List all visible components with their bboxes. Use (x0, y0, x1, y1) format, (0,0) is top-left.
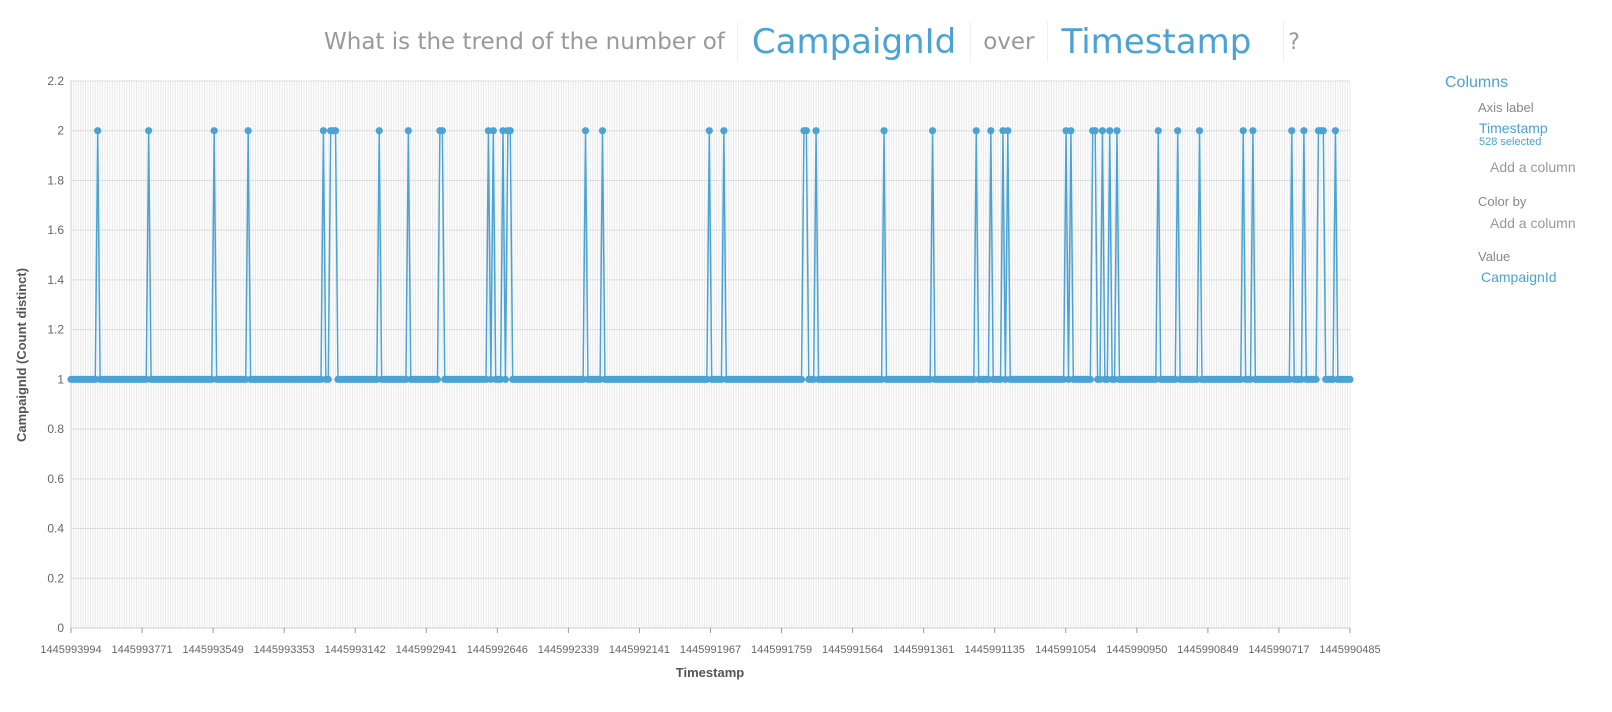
data-point (145, 127, 153, 135)
data-point (489, 127, 497, 135)
data-point (705, 127, 713, 135)
y-tick-label: 0.6 (47, 472, 64, 486)
data-point (1300, 127, 1308, 135)
y-tick-label: 0.2 (47, 571, 64, 585)
data-point (1239, 127, 1247, 135)
data-point (1288, 127, 1296, 135)
y-tick-label: 0 (57, 621, 64, 635)
data-point (94, 127, 102, 135)
value-heading: Value (1478, 249, 1511, 264)
data-point (1098, 127, 1107, 135)
data-point (880, 127, 888, 135)
x-axis-ticks: 1445993994 1445993771 1445993549 1445993353… (40, 628, 1381, 656)
x-tick-label: 1445993994 (40, 644, 101, 656)
data-point (501, 375, 510, 383)
x-tick-label: 1445992646 (467, 644, 528, 656)
y-axis-label: CampaignId (Count distinct) (14, 268, 29, 442)
data-point (1106, 127, 1114, 135)
data-point (987, 127, 995, 135)
data-point (972, 127, 980, 135)
data-point (1067, 127, 1075, 135)
data-point (244, 127, 252, 135)
data-point (1154, 127, 1162, 135)
x-tick-label: 1445993353 (254, 644, 315, 656)
add-column-color-button[interactable]: Add a column (1490, 215, 1576, 231)
data-point (797, 375, 806, 383)
data-point (1004, 127, 1012, 135)
data-point (1312, 375, 1320, 383)
x-tick-label: 1445992941 (396, 644, 457, 656)
x-tick-label: 1445993549 (183, 644, 244, 656)
y-tick-label: 1.8 (47, 173, 64, 187)
data-point (210, 127, 218, 135)
data-point (1174, 127, 1182, 135)
data-point (375, 127, 383, 135)
question-bar: What is the trend of the number of Campa… (0, 10, 1612, 74)
data-point (802, 127, 810, 135)
data-point (1331, 127, 1340, 135)
data-point (1346, 375, 1354, 383)
data-point (1091, 127, 1099, 135)
data-point (1195, 127, 1204, 135)
x-tick-label: 1445991135 (965, 644, 1025, 656)
data-point (404, 127, 412, 135)
x-tick-label: 1445990485 (1319, 644, 1380, 656)
data-point (438, 127, 446, 135)
data-point (1113, 127, 1121, 135)
x-tick-label: 1445991759 (751, 644, 812, 656)
axis-field-selector[interactable]: Timestamp (1046, 22, 1285, 62)
x-tick-label: 1445991564 (822, 644, 883, 656)
y-tick-label: 2.2 (47, 74, 64, 88)
x-tick-label: 1445991361 (893, 644, 954, 656)
data-point (324, 375, 332, 383)
x-tick-label: 1445992141 (609, 644, 670, 656)
y-tick-label: 1.2 (47, 323, 64, 337)
add-column-axis-button[interactable]: Add a column (1490, 159, 1576, 175)
color-by-heading: Color by (1478, 194, 1527, 209)
series-campaignid (67, 127, 1354, 383)
x-tick-label: 1445990849 (1177, 644, 1238, 656)
y-tick-label: 2 (57, 124, 64, 138)
data-point (331, 127, 340, 135)
x-tick-label: 1445991967 (680, 644, 741, 656)
data-point (720, 127, 728, 135)
axis-label-heading: Axis label (1478, 100, 1534, 115)
y-axis-ticks: 0 0.2 0.4 0.6 0.8 1 1.2 1.4 1.6 1.8 2 2.2 (47, 74, 64, 635)
x-tick-label: 1445990717 (1248, 644, 1309, 656)
y-tick-label: 1 (57, 372, 64, 386)
panel-title[interactable]: Columns (1445, 74, 1509, 91)
y-tick-label: 1.4 (47, 273, 64, 287)
x-tick-label: 1445991054 (1035, 644, 1096, 656)
axis-selected-count[interactable]: 528 selected (1479, 136, 1542, 148)
question-prefix: What is the trend of the number of (324, 29, 725, 55)
data-point (928, 127, 937, 135)
y-tick-label: 0.8 (47, 422, 64, 436)
x-tick-label: 1445990950 (1106, 644, 1167, 656)
value-column[interactable]: CampaignId (1481, 269, 1557, 285)
y-tick-label: 0.4 (47, 522, 64, 536)
data-point (598, 127, 607, 135)
x-tick-label: 1445993771 (111, 644, 172, 656)
data-point (581, 127, 590, 135)
axis-label-value[interactable]: Timestamp (1479, 120, 1548, 136)
data-point (433, 375, 442, 383)
data-point (506, 127, 514, 135)
x-tick-label: 1445993142 (325, 644, 386, 656)
line-chart: 0 0.2 0.4 0.6 0.8 1 1.2 1.4 1.6 1.8 2 2.2 144599399… (14, 74, 1381, 680)
data-point (1319, 127, 1327, 135)
y-tick-label: 1.6 (47, 223, 64, 237)
x-axis-label: Timestamp (676, 665, 744, 680)
data-point (1249, 127, 1257, 135)
data-point (1086, 375, 1094, 383)
x-tick-label: 1445992339 (538, 644, 599, 656)
question-middle: over (983, 29, 1035, 55)
data-point (812, 127, 820, 135)
data-point (319, 127, 327, 135)
value-field-selector[interactable]: CampaignId (736, 22, 972, 62)
question-mark: ? (1288, 29, 1300, 55)
